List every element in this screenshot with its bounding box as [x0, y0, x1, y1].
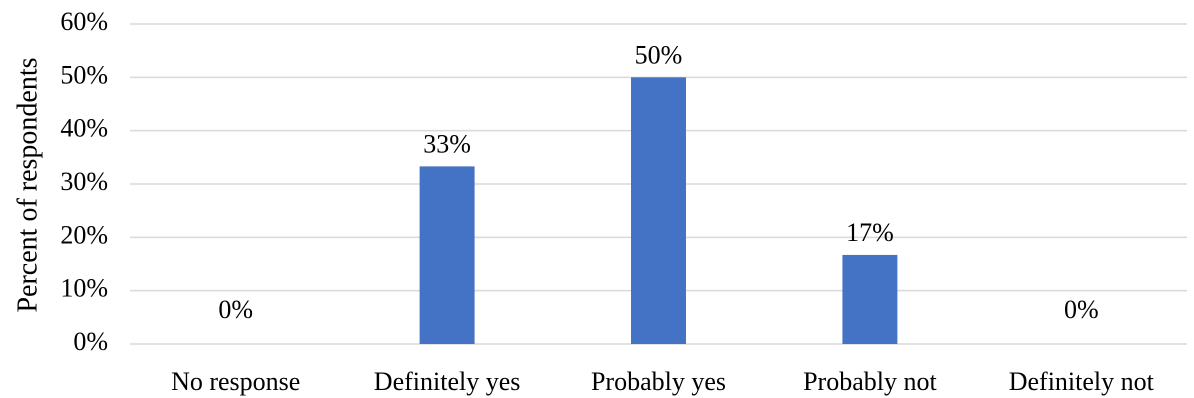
bar: [842, 254, 898, 344]
data-labels: 0% 33% 50% 17% 0%: [218, 40, 1098, 324]
y-tick-label: 40%: [60, 114, 108, 143]
y-tick-label: 50%: [60, 60, 108, 89]
bar: [419, 166, 475, 344]
x-tick-label: Probably yes: [591, 367, 726, 396]
data-label: 17%: [846, 218, 894, 247]
x-tick-label: Probably not: [803, 367, 937, 396]
data-label: 33%: [423, 129, 471, 158]
x-axis-ticks: No response Definitely yes Probably yes Pro…: [171, 367, 1155, 396]
y-tick-label: 10%: [60, 274, 108, 303]
data-label: 50%: [635, 40, 683, 69]
bar: [631, 77, 686, 344]
data-label: 0%: [218, 295, 253, 324]
y-tick-label: 20%: [60, 220, 108, 249]
y-tick-label: 30%: [60, 167, 108, 196]
bars: [419, 77, 898, 344]
x-tick-label: Definitely not: [1009, 367, 1155, 396]
y-axis-ticks: 0% 10% 20% 30% 40% 50% 60%: [60, 7, 108, 356]
y-tick-label: 60%: [60, 7, 108, 36]
data-label: 0%: [1064, 295, 1099, 324]
y-axis-label: Percent of respondents: [12, 57, 43, 312]
x-tick-label: No response: [171, 367, 300, 396]
y-tick-label: 0%: [73, 327, 108, 356]
x-tick-label: Definitely yes: [374, 367, 521, 396]
